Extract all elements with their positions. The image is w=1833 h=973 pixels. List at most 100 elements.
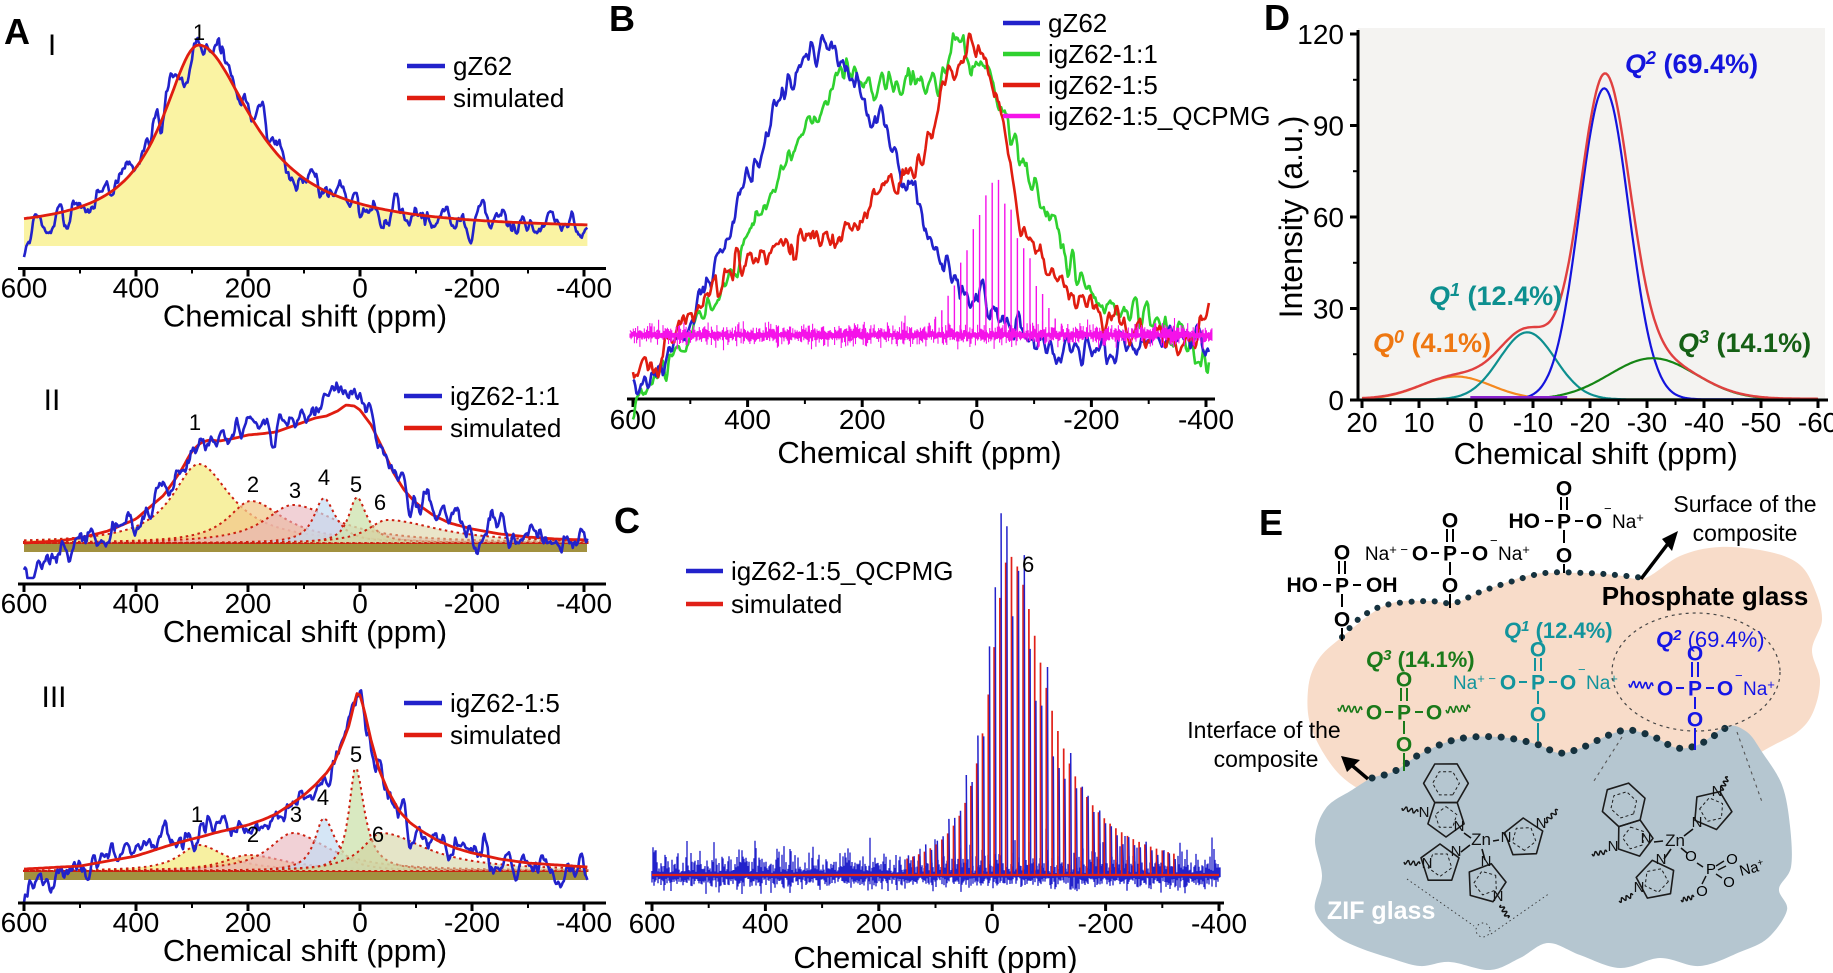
svg-text:400: 400	[113, 907, 160, 938]
svg-text:Q3 (14.1%): Q3 (14.1%)	[1366, 647, 1475, 672]
svg-text:Q2 (69.4%): Q2 (69.4%)	[1625, 48, 1758, 79]
svg-text:Chemical shift (ppm): Chemical shift (ppm)	[163, 299, 447, 334]
svg-text:O: O	[1556, 545, 1572, 568]
svg-text:Q1 (12.4%): Q1 (12.4%)	[1504, 618, 1613, 643]
svg-text:Zn: Zn	[1471, 830, 1491, 849]
svg-text:O: O	[1530, 639, 1546, 662]
svg-text:1: 1	[193, 20, 205, 45]
svg-text:O: O	[1717, 678, 1733, 701]
svg-text:simulated: simulated	[450, 413, 561, 443]
svg-text:D: D	[1264, 0, 1290, 38]
svg-text:Chemical shift (ppm): Chemical shift (ppm)	[163, 933, 447, 968]
svg-text:−: −	[1490, 533, 1498, 548]
svg-text:Q2 (69.4%): Q2 (69.4%)	[1656, 627, 1765, 652]
svg-text:400: 400	[742, 908, 789, 939]
svg-text:O: O	[1696, 883, 1708, 900]
svg-text:−: −	[1604, 501, 1612, 516]
svg-text:30: 30	[1313, 294, 1344, 325]
svg-text:gZ62: gZ62	[1048, 8, 1107, 38]
svg-text:Chemical shift (ppm): Chemical shift (ppm)	[1454, 436, 1738, 471]
svg-text:-400: -400	[556, 588, 612, 619]
svg-text:3: 3	[290, 802, 302, 827]
svg-text:O: O	[1685, 848, 1697, 865]
svg-text:P: P	[1335, 575, 1349, 598]
svg-text:igZ62-1:5_QCPMG: igZ62-1:5_QCPMG	[1048, 101, 1271, 131]
svg-text:-200: -200	[1078, 908, 1134, 939]
svg-text:O: O	[1412, 543, 1428, 566]
svg-text:0: 0	[1328, 385, 1344, 416]
svg-text:600: 600	[629, 908, 676, 939]
svg-text:60: 60	[1313, 202, 1344, 233]
svg-text:Na+: Na+	[1743, 677, 1775, 700]
svg-text:Na+: Na+	[1738, 857, 1767, 880]
svg-text:O: O	[1500, 672, 1516, 695]
svg-text:-30: -30	[1627, 407, 1667, 438]
svg-text:Intensity (a.u.): Intensity (a.u.)	[1273, 116, 1309, 319]
svg-text:igZ62-1:5_QCPMG: igZ62-1:5_QCPMG	[731, 556, 954, 586]
svg-text:200: 200	[225, 588, 272, 619]
svg-text:N: N	[1493, 888, 1504, 905]
svg-text:6: 6	[372, 822, 384, 847]
svg-text:igZ62-1:1: igZ62-1:1	[450, 381, 560, 411]
svg-text:N: N	[1419, 804, 1430, 821]
svg-text:20: 20	[1346, 407, 1377, 438]
svg-text:200: 200	[839, 404, 886, 435]
svg-text:Phosphate glass: Phosphate glass	[1602, 581, 1809, 611]
svg-text:P: P	[1397, 702, 1411, 725]
svg-text:N: N	[1536, 815, 1547, 832]
svg-text:N: N	[1641, 830, 1652, 847]
svg-text:1: 1	[191, 802, 203, 827]
svg-text:−: −	[1578, 662, 1586, 677]
svg-text:O: O	[1586, 511, 1602, 534]
svg-text:600: 600	[610, 404, 657, 435]
svg-text:O: O	[1687, 709, 1703, 732]
svg-text:N: N	[1608, 838, 1619, 855]
svg-text:P: P	[1706, 861, 1716, 878]
svg-text:0: 0	[352, 907, 368, 938]
svg-text:B: B	[609, 0, 635, 39]
svg-text:4: 4	[317, 785, 329, 810]
svg-text:N: N	[1712, 783, 1723, 800]
svg-text:2: 2	[247, 822, 259, 847]
svg-text:0: 0	[352, 588, 368, 619]
svg-text:5: 5	[350, 472, 362, 497]
svg-text:3: 3	[289, 478, 301, 503]
svg-text:6: 6	[374, 490, 386, 515]
svg-text:N: N	[1501, 829, 1512, 846]
svg-text:0: 0	[984, 908, 1000, 939]
svg-text:200: 200	[225, 273, 272, 304]
svg-text:-400: -400	[556, 907, 612, 938]
svg-text:N: N	[1451, 843, 1462, 860]
svg-text:simulated: simulated	[453, 83, 564, 113]
svg-text:O: O	[1472, 543, 1488, 566]
svg-text:Q0 (4.1%): Q0 (4.1%)	[1373, 327, 1491, 358]
svg-text:O: O	[1442, 575, 1458, 598]
svg-text:igZ62-1:5: igZ62-1:5	[450, 688, 560, 718]
svg-text:N: N	[1422, 855, 1433, 872]
svg-text:A: A	[4, 11, 30, 52]
svg-text:0: 0	[1468, 407, 1484, 438]
svg-text:simulated: simulated	[731, 589, 842, 619]
svg-text:O: O	[1556, 478, 1572, 501]
svg-text:200: 200	[225, 907, 272, 938]
svg-text:400: 400	[113, 588, 160, 619]
svg-text:600: 600	[1, 273, 48, 304]
svg-text:0: 0	[969, 404, 985, 435]
svg-text:400: 400	[113, 273, 160, 304]
svg-text:igZ62-1:1: igZ62-1:1	[1048, 39, 1158, 69]
svg-text:600: 600	[1, 588, 48, 619]
svg-text:1: 1	[189, 410, 201, 435]
svg-text:-200: -200	[444, 588, 500, 619]
svg-text:2: 2	[247, 472, 259, 497]
svg-text:-400: -400	[1178, 404, 1234, 435]
svg-text:I: I	[48, 29, 56, 62]
svg-text:P: P	[1557, 511, 1571, 534]
svg-text:O: O	[1366, 702, 1382, 725]
svg-text:Na+ −: Na+ −	[1365, 542, 1408, 565]
svg-text:-20: -20	[1570, 407, 1610, 438]
svg-text:P: P	[1688, 678, 1702, 701]
svg-text:4: 4	[318, 465, 330, 490]
svg-text:-400: -400	[556, 273, 612, 304]
svg-text:N: N	[1634, 879, 1645, 896]
svg-text:simulated: simulated	[450, 720, 561, 750]
